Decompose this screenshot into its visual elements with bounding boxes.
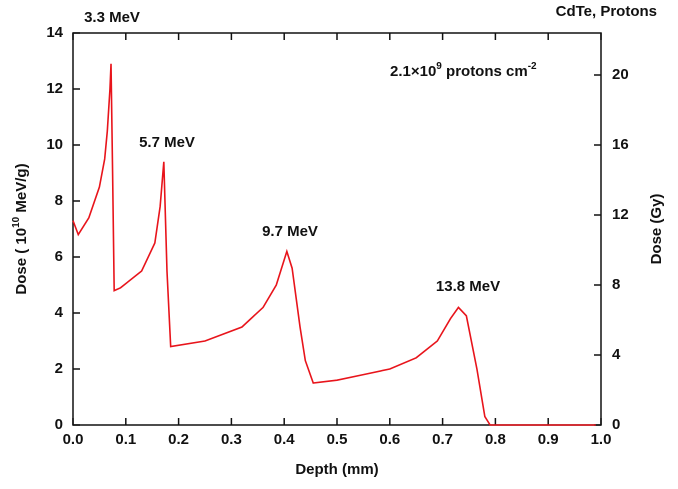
peak-label: 3.3 MeV (84, 9, 140, 26)
y-axis-label-part: MeV/g) (13, 163, 30, 216)
x-tick-label: 0.1 (115, 431, 136, 448)
x-tick-label: 0.8 (485, 431, 506, 448)
annotation-part: 2.1×10 (390, 63, 436, 80)
y2-tick-label: 0 (612, 416, 620, 433)
x-tick-label: 0.4 (274, 431, 296, 448)
x-tick-label: 0.2 (168, 431, 189, 448)
y2-tick-label: 12 (612, 206, 629, 223)
chart-title: CdTe, Protons (556, 3, 657, 20)
annotation: 2.1×109 protons cm-2 (390, 61, 537, 80)
peak-label: 5.7 MeV (139, 134, 195, 151)
annotation-superscript: 9 (436, 61, 442, 72)
x-tick-label: 0.3 (221, 431, 242, 448)
y-tick-label: 6 (55, 248, 63, 265)
x-tick-label: 0.5 (327, 431, 348, 448)
y-tick-label: 4 (55, 304, 64, 321)
annotation-superscript: -2 (528, 61, 537, 72)
plot-frame (72, 32, 602, 426)
data-line (72, 63, 596, 426)
y-axis-label-part: Dose ( 10 (13, 228, 30, 295)
x-tick-label: 1.0 (591, 431, 612, 448)
peak-label: 13.8 MeV (436, 278, 500, 295)
x-tick-label: 0.6 (379, 431, 400, 448)
y2-tick-label: 4 (612, 346, 621, 363)
y2-tick-label: 16 (612, 136, 629, 153)
y-axis-label-superscript: 10 (11, 216, 22, 228)
x-tick-label: 0.9 (538, 431, 559, 448)
x-axis-label: Depth (mm) (295, 461, 378, 478)
y2-tick-label: 20 (612, 66, 629, 83)
y-axis-label: Dose ( 1010 MeV/g) (11, 163, 30, 294)
y-tick-label: 12 (46, 80, 63, 97)
y2-tick-label: 8 (612, 276, 620, 293)
y2-axis-label: Dose (Gy) (648, 194, 665, 265)
y-tick-label: 0 (55, 416, 63, 433)
y-tick-label: 2 (55, 360, 63, 377)
x-tick-label: 0.0 (63, 431, 84, 448)
y-tick-label: 8 (55, 192, 63, 209)
y-tick-label: 14 (46, 24, 63, 41)
x-tick-label: 0.7 (432, 431, 453, 448)
y-tick-label: 10 (46, 136, 63, 153)
annotation-part: protons cm (442, 63, 528, 80)
peak-label: 9.7 MeV (262, 223, 318, 240)
